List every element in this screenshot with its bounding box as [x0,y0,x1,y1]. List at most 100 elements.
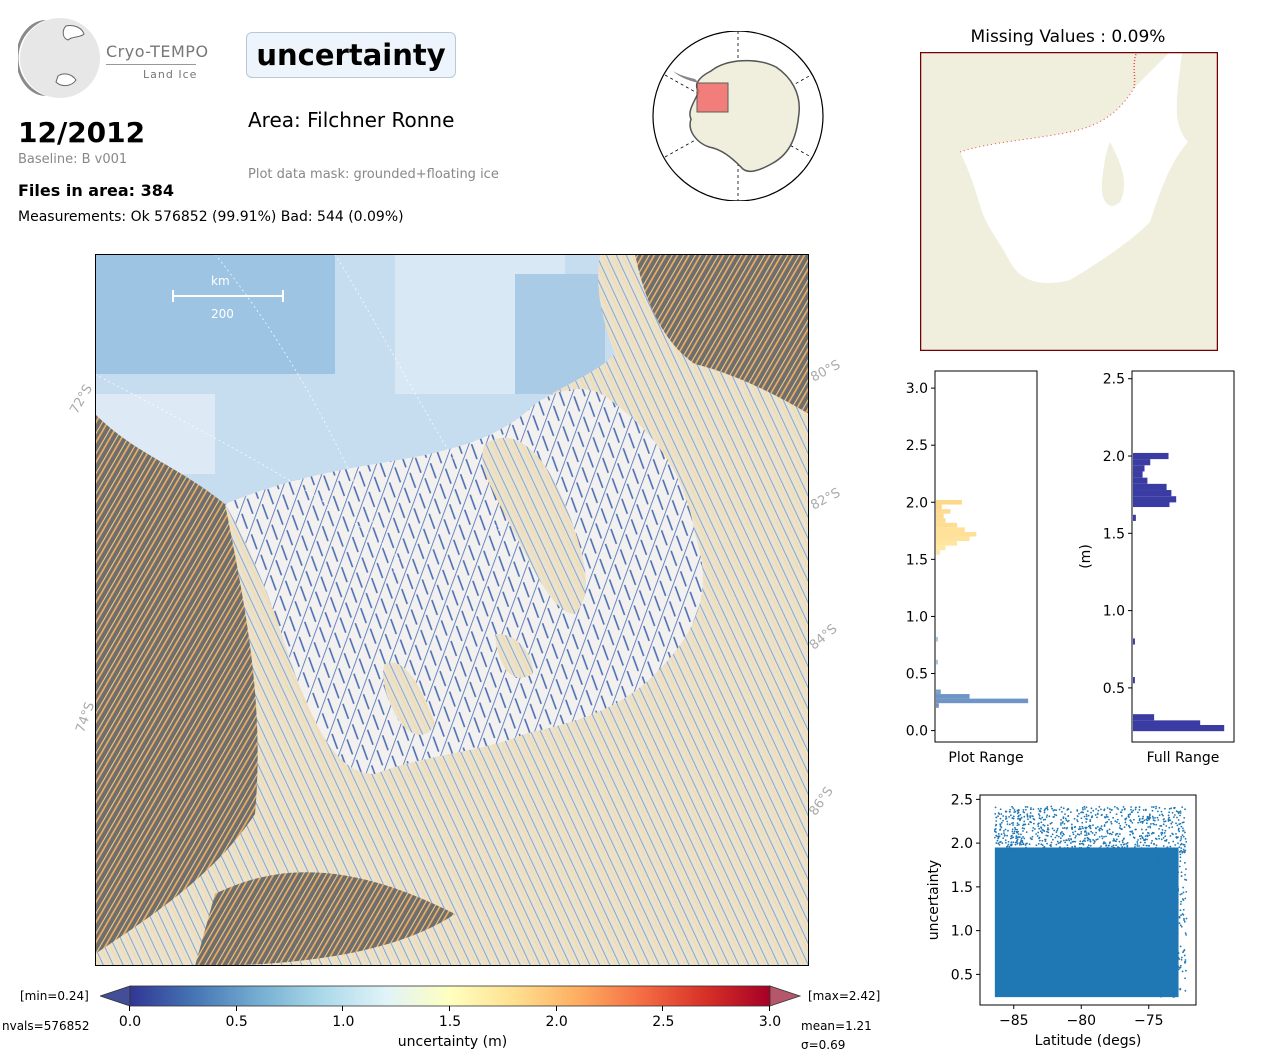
scatter-point [1042,846,1045,849]
scatter-point [1012,815,1015,818]
colorbar-tick-mark [555,1006,557,1011]
scatter-point [1157,890,1159,892]
scatter-point [1103,808,1106,811]
scatter-point [1123,807,1126,810]
scatter-point [1000,821,1003,824]
scatter-point [1066,826,1069,829]
scatter-point [1168,924,1170,927]
scatter-point [1167,819,1170,821]
scatter-point [1060,822,1062,825]
scatter-point [1031,829,1034,832]
scatter-ytick-label: 1.5 [951,880,973,896]
scatter-point [1159,995,1162,998]
scatter-point [1152,819,1155,822]
scatter-point [1009,814,1012,817]
scatter-point [1059,837,1062,840]
colorbar-tick-label: 3.0 [758,1014,782,1030]
scatter-point [1165,945,1168,948]
scatter-point [1006,845,1008,848]
scatter-point [1106,849,1109,852]
scatter-point [1007,829,1009,832]
scatter-point [1184,897,1187,900]
scatter-point [1084,808,1086,810]
scatter-point [1158,837,1161,840]
scatter-point [1047,848,1050,851]
scatter-point [1136,843,1139,845]
scatter-point [1023,815,1026,818]
scatter-point [1166,859,1169,862]
scatter-point [1074,850,1076,853]
scatter-point [1112,839,1115,842]
scatter-point [1129,850,1131,853]
scatter-point [1006,848,1009,851]
scatter-point [1116,806,1118,809]
scatter-point [1057,849,1060,852]
scatter-point [1090,816,1093,819]
scatter-point [1092,839,1094,841]
scatter-point [1017,833,1020,836]
scatter-point [1013,850,1016,853]
scatter-point [1175,810,1178,813]
scatter-point [1098,805,1101,808]
scatter-point [1144,841,1146,844]
scatter-point [1062,827,1064,830]
scatter-point [1115,838,1118,841]
scatter-point [1126,845,1129,848]
scatter-point [1165,920,1168,923]
scatter-point [1015,837,1018,840]
scatter-point [1166,979,1169,982]
scatter-point [1163,984,1166,987]
scatter-point [1031,835,1034,838]
scatter-point [1173,989,1176,992]
scatter-point [1168,896,1171,899]
scatter-point [1046,814,1049,817]
scatter-point [1057,842,1060,845]
scatter-point [1009,850,1012,852]
scatter-point [1181,827,1184,830]
scatter-point [1068,835,1071,837]
scatter-point [994,836,996,839]
scatter-point [1006,820,1009,823]
scatter-point [1092,809,1095,812]
histogram-bar [936,694,970,699]
scatter-point [1180,836,1183,838]
scatter-point [1168,909,1170,912]
scatter-point [1074,836,1077,839]
scatter-point [1083,805,1086,808]
scatter-point [1047,831,1050,834]
scatter-point [1139,841,1142,844]
scatter-point [1089,824,1092,827]
scatter-point [1159,988,1162,990]
scatter-point [1156,949,1159,952]
scatter-point [1016,822,1019,825]
scatter-point [1176,854,1178,857]
colorbar-tick-mark [449,1006,450,1011]
scatter-point [1157,819,1160,821]
scatter-point [1089,818,1092,821]
scatter-point [1001,842,1004,845]
scatter-point [1140,835,1143,837]
scatter-point [1016,838,1019,841]
scatter-point [1042,824,1045,826]
scatter-point [1101,837,1104,840]
histogram-bar [1133,724,1225,732]
scatter-point [1154,878,1157,881]
scatter-point [995,820,998,822]
scatter-point [1118,833,1121,835]
scatter-point [1142,809,1145,811]
scatter-point [1166,863,1169,866]
scatter-point [1080,832,1082,835]
scatter-point [1085,815,1088,818]
scatter-point [1057,835,1060,838]
scatter-point [1185,879,1188,881]
scatter-point [1089,844,1092,847]
scatter-point [1107,850,1110,853]
scatter-point [1100,845,1102,848]
scatter-point [1123,843,1126,846]
scatter-point [1182,886,1184,889]
scatter-point [1103,835,1105,838]
scatter-point [1163,869,1166,871]
scatter-point [1166,875,1169,878]
scatter-point [1115,813,1118,816]
scatter-point [1171,811,1174,814]
